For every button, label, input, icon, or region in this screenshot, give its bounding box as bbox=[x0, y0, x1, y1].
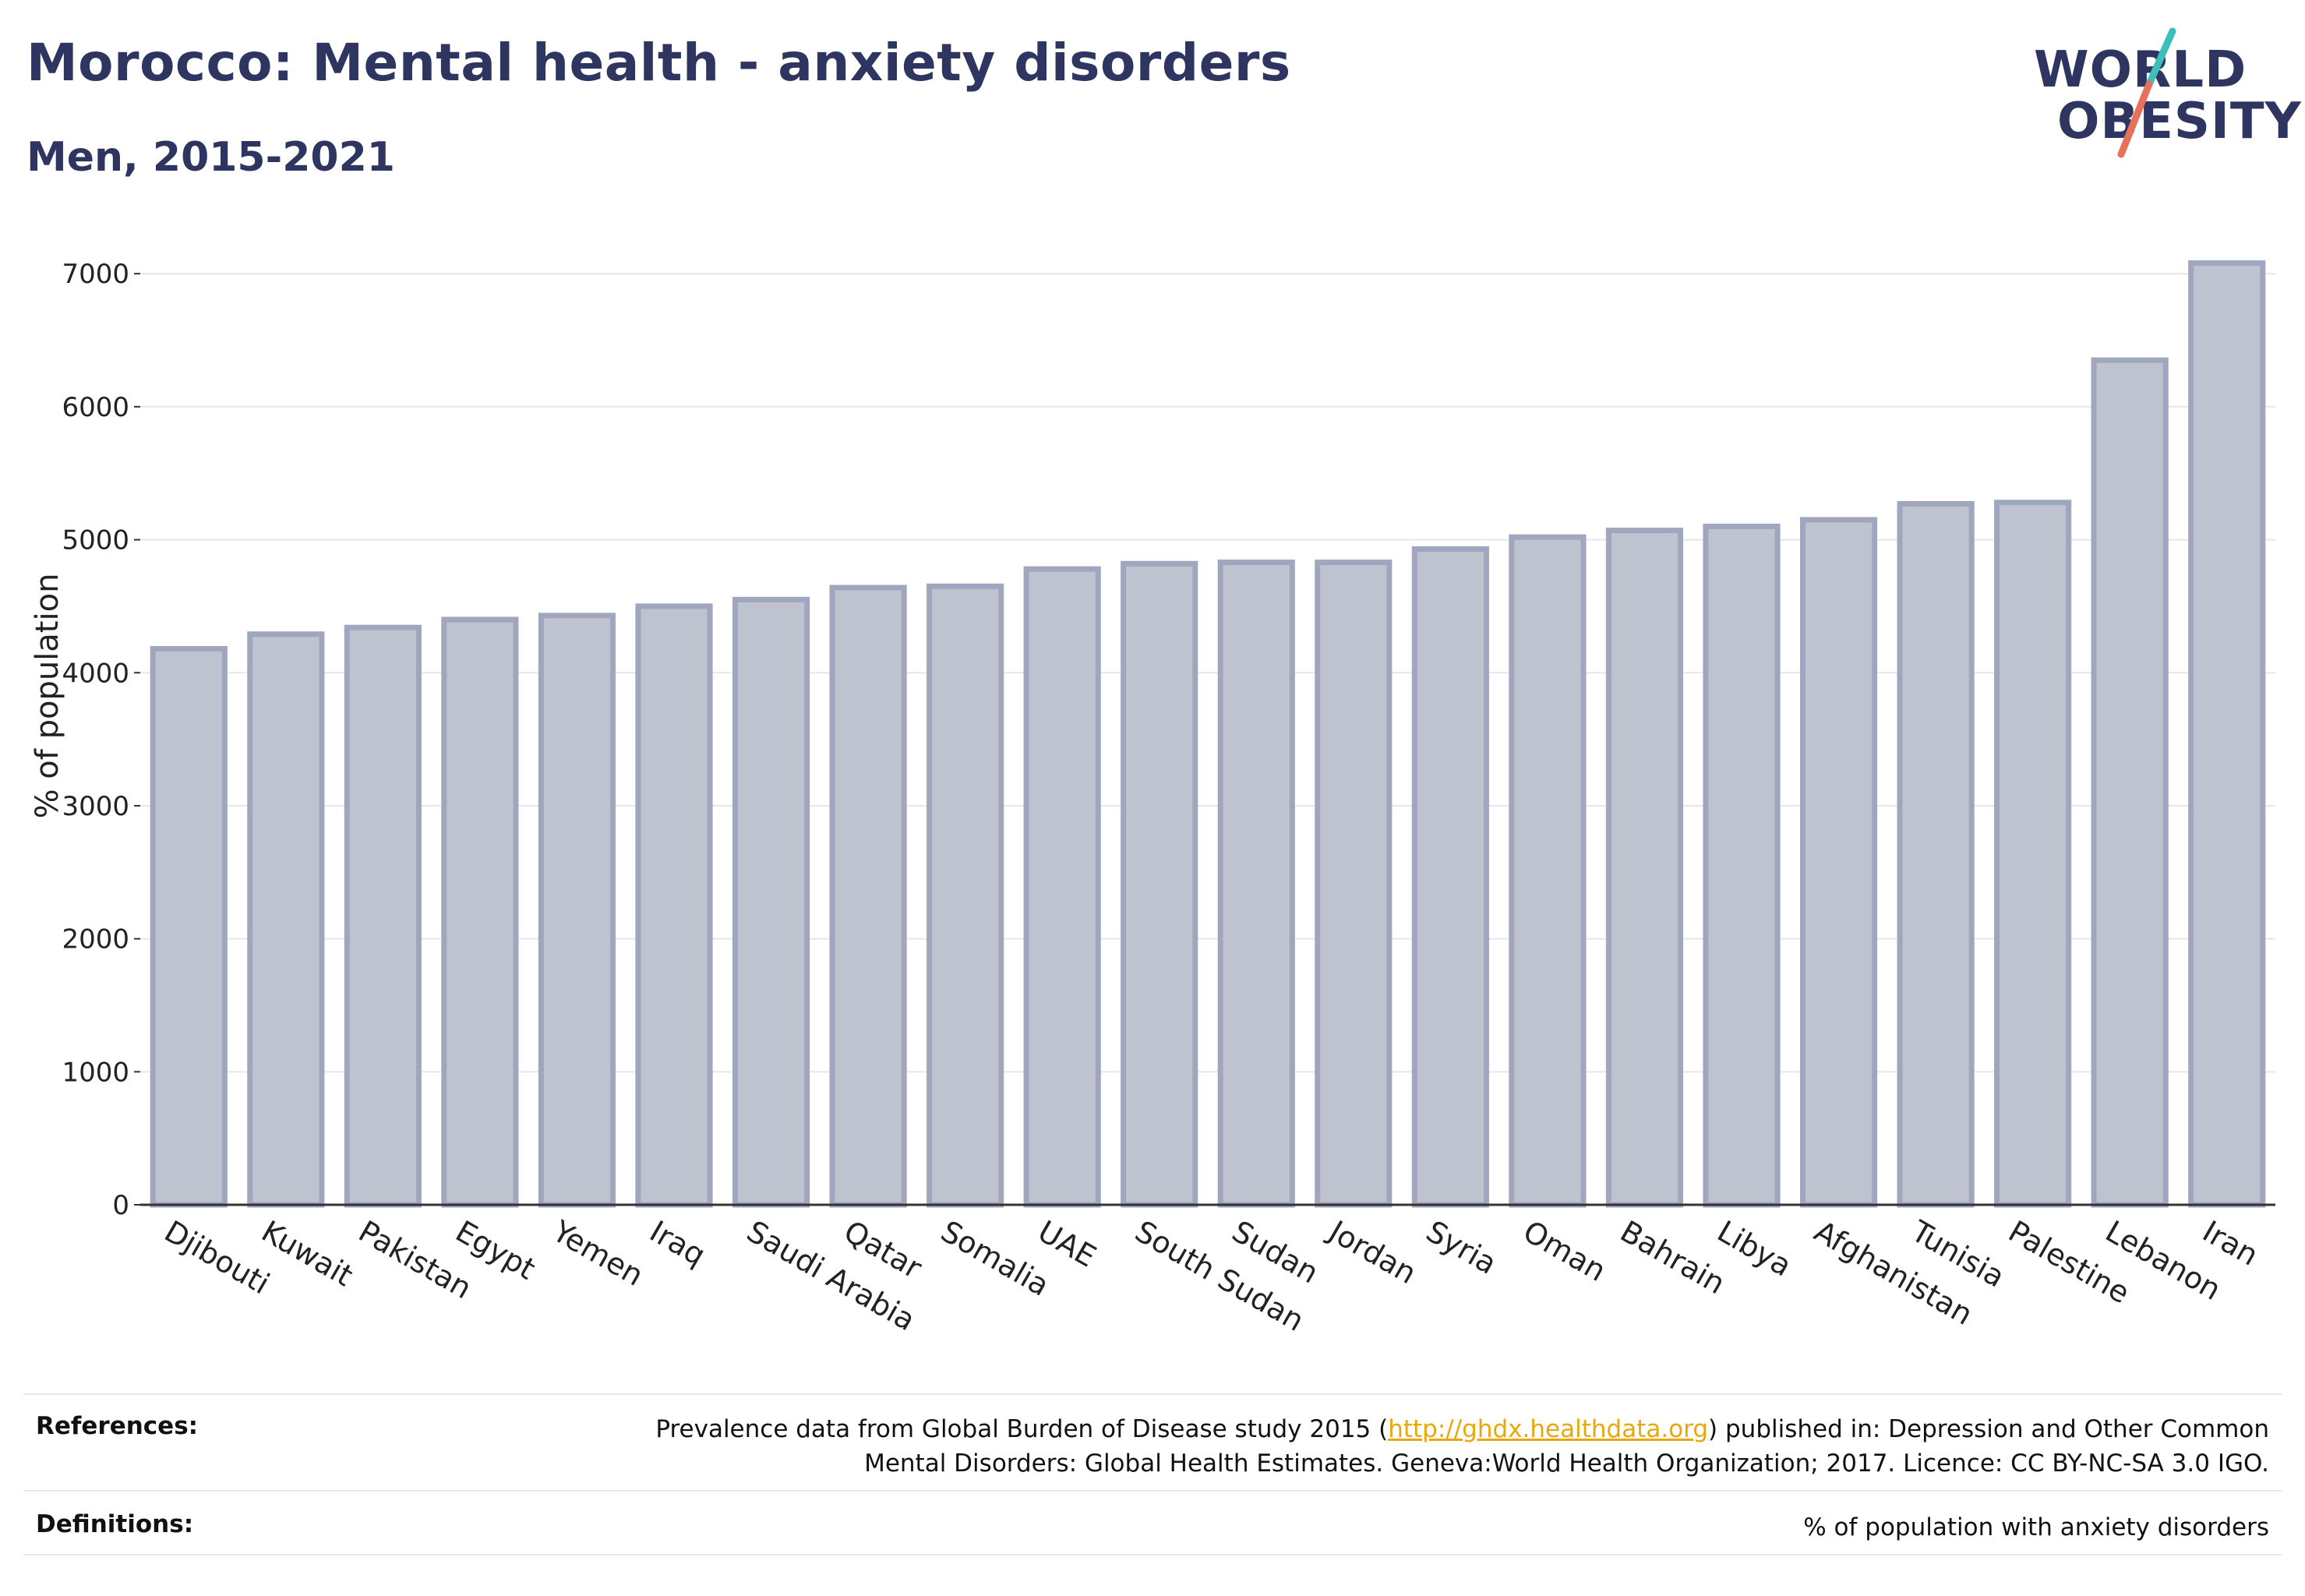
y-tick-label: 5000 bbox=[62, 525, 129, 556]
y-tick-label: 1000 bbox=[62, 1057, 129, 1088]
x-tick-label: Iraq bbox=[644, 1214, 711, 1273]
x-tick-label: Djibouti bbox=[159, 1214, 276, 1301]
bar-saudi-arabia bbox=[732, 596, 810, 1208]
x-tick-label: Oman bbox=[1517, 1214, 1611, 1288]
bar-yemen bbox=[538, 613, 616, 1208]
logo-word-obesity: OBESITY bbox=[2057, 93, 2302, 150]
bar-kuwait bbox=[247, 631, 325, 1208]
logo-slash-icon bbox=[2117, 27, 2176, 158]
x-tick-label: Iran bbox=[2197, 1214, 2264, 1273]
x-tick-label: Yemen bbox=[546, 1213, 649, 1293]
bar-oman bbox=[1509, 534, 1587, 1208]
definitions-label: Definitions: bbox=[36, 1510, 194, 1538]
references-link[interactable]: http://ghdx.healthdata.org bbox=[1388, 1415, 1709, 1443]
bar-lebanon bbox=[2091, 357, 2169, 1208]
x-tick-label: Somalia bbox=[935, 1214, 1055, 1303]
references-label: References: bbox=[36, 1412, 199, 1440]
references-pre: Prevalence data from Global Burden of Di… bbox=[655, 1415, 1389, 1443]
y-tick-label: 6000 bbox=[62, 392, 129, 423]
bar-qatar bbox=[829, 584, 907, 1208]
bar-djibouti bbox=[150, 646, 228, 1208]
bar-iraq bbox=[635, 603, 713, 1208]
y-tick-label: 0 bbox=[112, 1190, 129, 1221]
footer-divider-middle bbox=[23, 1490, 2282, 1492]
bar-syria bbox=[1411, 546, 1489, 1208]
x-tick-label: UAE bbox=[1032, 1214, 1102, 1274]
bar-egypt bbox=[441, 616, 519, 1208]
y-tick-label: 2000 bbox=[62, 924, 129, 955]
y-tick-label: 7000 bbox=[62, 259, 129, 290]
bar-south-sudan bbox=[1121, 560, 1198, 1208]
bar-afghanistan bbox=[1799, 517, 1878, 1208]
references-text: Prevalence data from Global Burden of Di… bbox=[655, 1412, 2269, 1481]
y-axis-label: % of population bbox=[30, 574, 65, 819]
bar-tunisia bbox=[1897, 500, 1975, 1208]
references-post: ) published in: Depression and Other Com… bbox=[1708, 1415, 2269, 1443]
chart-subtitle: Men, 2015-2021 bbox=[26, 134, 395, 181]
definitions-row: Definitions: % of population with anxiet… bbox=[23, 1510, 2282, 1549]
bar-pakistan bbox=[344, 624, 422, 1208]
bar-layer bbox=[150, 260, 2266, 1208]
bar-iran bbox=[2188, 260, 2266, 1208]
references-row: References: Prevalence data from Global … bbox=[23, 1412, 2282, 1490]
bar-libya bbox=[1703, 524, 1781, 1208]
bar-chart: 0 1000 2000 3000 4000 5000 6000 7000 DjiboutiKuw… bbox=[30, 259, 2275, 1338]
x-tick-label: Bahrain bbox=[1615, 1214, 1731, 1301]
x-tick-label: Syria bbox=[1421, 1214, 1502, 1281]
x-tick-label: Kuwait bbox=[256, 1214, 358, 1294]
logo-word-world: WORLD bbox=[2034, 41, 2247, 99]
y-tick-label: 3000 bbox=[62, 791, 129, 822]
bar-uae bbox=[1023, 566, 1101, 1208]
bar-somalia bbox=[927, 583, 1004, 1208]
definitions-text: % of population with anxiety disorders bbox=[1803, 1513, 2269, 1541]
bar-palestine bbox=[1994, 500, 2072, 1208]
x-tick-label: Jordan bbox=[1322, 1213, 1422, 1291]
bar-sudan bbox=[1217, 560, 1295, 1208]
y-tick-label: 4000 bbox=[62, 658, 129, 689]
bar-jordan bbox=[1315, 560, 1393, 1208]
bar-bahrain bbox=[1605, 528, 1684, 1208]
references-line2: Mental Disorders: Global Health Estimate… bbox=[864, 1449, 2269, 1478]
chart-title: Morocco: Mental health - anxiety disorde… bbox=[26, 33, 1291, 93]
footer-divider-top bbox=[23, 1393, 2282, 1395]
world-obesity-logo: WORLD OBESITY bbox=[2034, 23, 2301, 164]
footer-divider-bottom bbox=[23, 1554, 2282, 1555]
